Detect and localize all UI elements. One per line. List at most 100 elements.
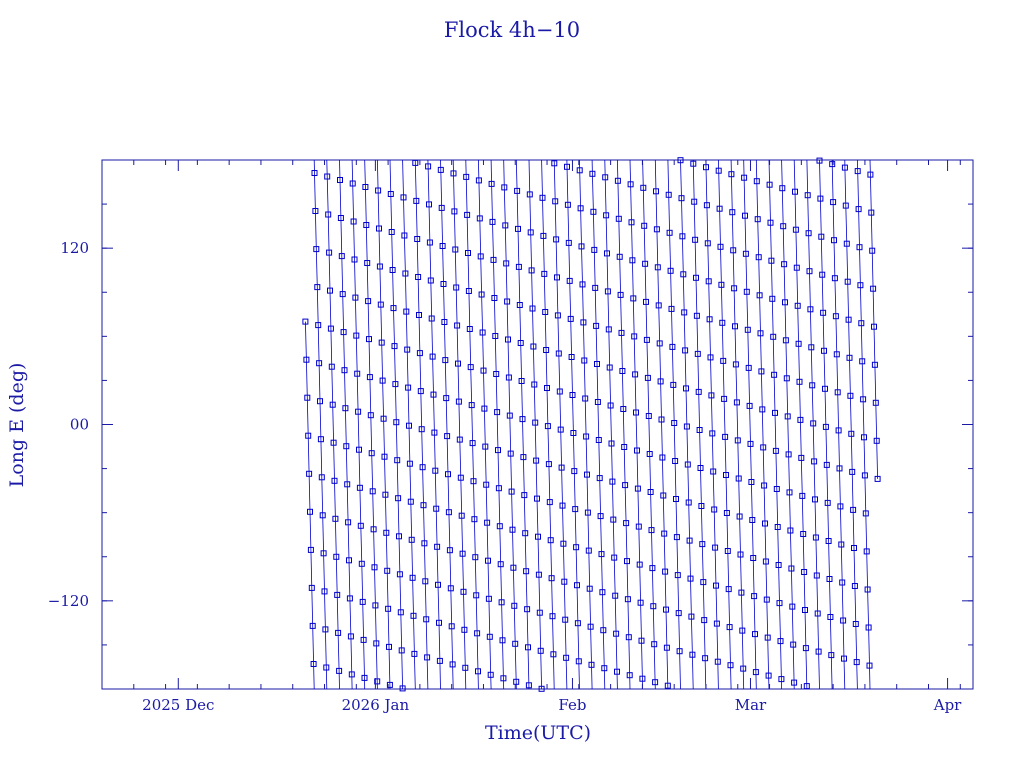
data-point [583, 433, 590, 440]
data-point [760, 444, 767, 451]
data-point [673, 496, 679, 502]
y-tick-label: 120 [60, 239, 89, 257]
data-point [630, 295, 637, 302]
data-point [723, 472, 729, 478]
data-point [595, 437, 602, 443]
data-point [463, 173, 470, 180]
data-point [698, 503, 705, 509]
data-point [424, 654, 431, 661]
data-point [612, 592, 619, 599]
data-point [873, 437, 880, 444]
data-point [352, 294, 359, 301]
data-point [616, 253, 623, 260]
data-point [396, 571, 403, 578]
data-point [492, 333, 499, 339]
data-point [857, 282, 864, 289]
data-point [683, 423, 690, 430]
data-point [358, 560, 365, 567]
data-point [853, 659, 860, 666]
data-point [774, 524, 781, 530]
data-point [481, 405, 488, 412]
series-line [305, 159, 878, 690]
data-point [498, 599, 505, 606]
data-point [390, 305, 397, 312]
data-point [425, 163, 432, 170]
data-point [311, 170, 318, 176]
data-point [471, 516, 478, 523]
chart-title: Flock 4h−10 [444, 18, 580, 42]
data-point [737, 551, 744, 558]
data-point [399, 685, 406, 692]
data-point [608, 440, 615, 447]
data-point [793, 264, 800, 271]
data-point [374, 678, 381, 685]
data-point [676, 648, 683, 655]
data-point [722, 433, 729, 440]
data-point [561, 578, 568, 585]
data-point [640, 184, 647, 191]
data-point [654, 264, 661, 271]
data-point [610, 516, 617, 523]
data-point [562, 616, 569, 623]
data-point [439, 243, 446, 249]
data-point [368, 450, 375, 457]
data-point [353, 332, 360, 339]
data-point [536, 609, 543, 616]
data-point [430, 391, 437, 398]
data-point [362, 184, 369, 190]
data-point [635, 523, 642, 530]
data-point [842, 202, 849, 209]
data-point [351, 256, 358, 263]
data-point [486, 633, 493, 640]
data-point [554, 274, 560, 281]
data-point [627, 181, 634, 188]
data-point [346, 557, 352, 564]
data-point [852, 621, 859, 627]
data-point [647, 489, 654, 495]
data-point [470, 478, 477, 485]
data-point [646, 451, 653, 457]
data-point [666, 229, 673, 236]
data-point [816, 157, 823, 164]
data-point [762, 520, 768, 527]
data-point [667, 267, 674, 274]
data-point [476, 215, 483, 222]
data-point [328, 363, 335, 370]
data-point [768, 257, 775, 264]
data-point [594, 399, 601, 405]
data-point [513, 678, 520, 685]
data-point [849, 468, 856, 475]
data-point [535, 533, 541, 540]
data-point [585, 547, 592, 554]
data-point [860, 396, 867, 403]
data-point [497, 561, 504, 568]
data-point [600, 627, 607, 634]
data-point [750, 555, 757, 561]
data-point [867, 171, 874, 178]
data-point [845, 316, 852, 323]
data-point [565, 239, 572, 246]
data-point [459, 550, 466, 557]
data-point [641, 222, 648, 229]
data-point [515, 225, 521, 232]
data-point [557, 426, 564, 433]
data-point [713, 620, 720, 627]
data-point [426, 239, 433, 246]
data-point [500, 675, 507, 682]
data-point [699, 541, 706, 548]
data-point [453, 284, 460, 291]
data-point [433, 505, 440, 512]
data-point [818, 233, 825, 240]
data-point [651, 641, 658, 648]
data-point [730, 247, 737, 254]
data-point [837, 503, 844, 510]
data-point [428, 315, 435, 322]
data-point [520, 454, 527, 461]
data-point [487, 671, 494, 678]
data-point [684, 461, 691, 468]
data-point [871, 323, 877, 330]
data-point [333, 553, 340, 560]
data-point [482, 443, 489, 450]
data-point [847, 392, 854, 399]
